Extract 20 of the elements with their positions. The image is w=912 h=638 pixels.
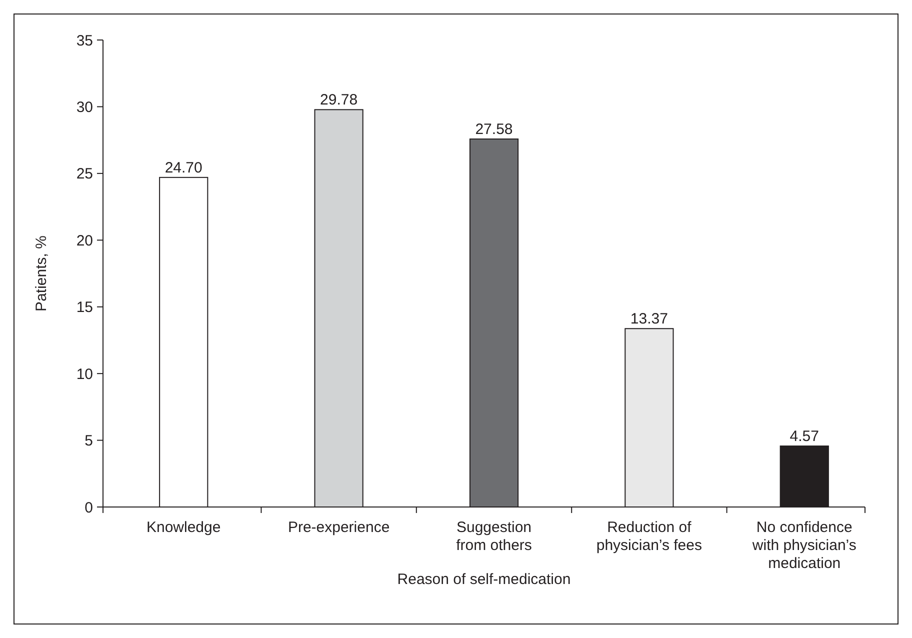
y-tick-label: 35 [76,32,93,50]
data-label: 29.78 [320,92,358,109]
y-tick-label: 25 [76,166,93,183]
data-label: 13.37 [630,310,668,328]
y-tick-label: 0 [84,499,93,516]
x-tick-label: Pre-experience [288,519,390,536]
x-tick-label: No confidence with physician’s medication [751,519,856,572]
data-label: 4.57 [790,428,819,446]
y-tick-label: 30 [76,98,93,116]
data-label: 27.58 [475,121,513,138]
y-tick-label: 10 [76,366,93,383]
y-tick-label: 5 [84,432,93,450]
x-axis-title: Reason of self-medication [397,571,571,588]
x-tick-label: Knowledge [146,519,221,536]
y-tick-label: 15 [76,299,93,316]
y-tick-label: 20 [76,232,93,250]
x-tick-label: Reduction of physician’s fees [596,519,702,554]
data-label: 24.70 [164,159,202,176]
y-axis-title: Patients, % [33,236,50,312]
x-tick-label: Suggestion from others [456,519,532,554]
